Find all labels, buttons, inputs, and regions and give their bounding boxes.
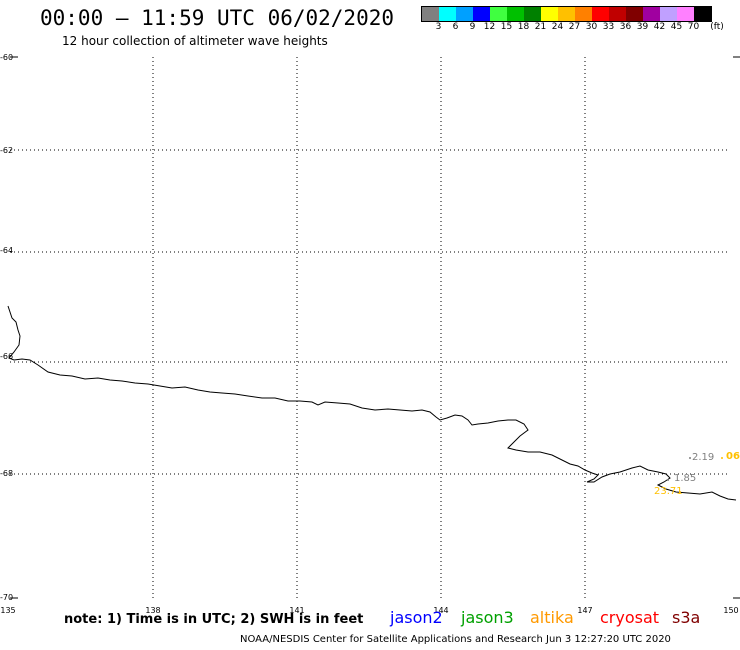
lat-label: -66 xyxy=(0,352,14,361)
legend-swatch xyxy=(643,7,660,21)
legend-swatch xyxy=(422,7,439,21)
lon-label: 135 xyxy=(0,606,16,615)
lat-label: -68 xyxy=(0,469,14,478)
legend-unit: (ft) xyxy=(710,22,724,32)
legend-swatch xyxy=(660,7,677,21)
legend-swatch xyxy=(541,7,558,21)
satellite-label-s3a: s3a xyxy=(672,608,701,627)
legend-label: 12 xyxy=(483,22,496,32)
lat-label: -60 xyxy=(0,53,14,62)
lon-label: 141 xyxy=(289,606,305,615)
legend-swatch xyxy=(507,7,524,21)
satellite-label-cryosat: cryosat xyxy=(600,608,660,627)
legend-label: 15 xyxy=(500,22,513,32)
legend-swatch xyxy=(592,7,609,21)
lon-label: 144 xyxy=(433,606,449,615)
map-edge-ticks xyxy=(10,56,740,599)
legend-label: 21 xyxy=(534,22,547,32)
wave-height-color-legend xyxy=(421,6,712,22)
lat-label: -62 xyxy=(0,146,14,155)
map-subtitle: 12 hour collection of altimeter wave hei… xyxy=(62,34,328,48)
lon-label: 138 xyxy=(145,606,161,615)
satellite-label-altika: altika xyxy=(530,608,574,627)
map-title: 00:00 – 11:59 UTC 06/02/2020 xyxy=(40,6,395,30)
altimeter-track-points xyxy=(667,457,723,493)
lat-label: -64 xyxy=(0,246,14,255)
swh-observation-label: 2.19 xyxy=(692,452,715,463)
legend-label: 39 xyxy=(636,22,649,32)
legend-swatch xyxy=(439,7,456,21)
legend-swatch xyxy=(694,7,711,21)
legend-label: 42 xyxy=(653,22,666,32)
legend-swatch xyxy=(609,7,626,21)
legend-label: 30 xyxy=(585,22,598,32)
units-note: note: 1) Time is in UTC; 2) SWH is in fe… xyxy=(64,612,364,627)
swh-observation-label: 23.71 xyxy=(654,486,683,497)
legend-swatch xyxy=(558,7,575,21)
lon-label: 150 xyxy=(723,606,739,615)
legend-label: 6 xyxy=(452,22,459,32)
legend-label: 3 xyxy=(435,22,442,32)
legend-label: 9 xyxy=(469,22,476,32)
legend-swatch xyxy=(490,7,507,21)
legend-label: 27 xyxy=(568,22,581,32)
legend-swatch xyxy=(524,7,541,21)
swh-observation-label: 06 xyxy=(726,451,740,462)
satellite-label-jason3: jason3 xyxy=(461,608,514,627)
legend-swatch xyxy=(626,7,643,21)
legend-swatch xyxy=(456,7,473,21)
map-gridlines xyxy=(10,57,730,598)
lon-label: 147 xyxy=(577,606,593,615)
lat-label: -70 xyxy=(0,593,14,602)
legend-swatch xyxy=(575,7,592,21)
legend-swatch xyxy=(677,7,694,21)
satellite-label-jason2: jason2 xyxy=(390,608,443,627)
legend-label: 36 xyxy=(619,22,632,32)
credits-footer: NOAA/NESDIS Center for Satellite Applica… xyxy=(240,634,671,645)
legend-label: 24 xyxy=(551,22,564,32)
legend-label: 33 xyxy=(602,22,615,32)
legend-swatch xyxy=(473,7,490,21)
legend-label: 70 xyxy=(687,22,700,32)
antarctic-coastline xyxy=(7,305,737,501)
legend-label: 45 xyxy=(670,22,683,32)
swh-observation-label: 1.85 xyxy=(674,473,697,484)
legend-label: 18 xyxy=(517,22,530,32)
